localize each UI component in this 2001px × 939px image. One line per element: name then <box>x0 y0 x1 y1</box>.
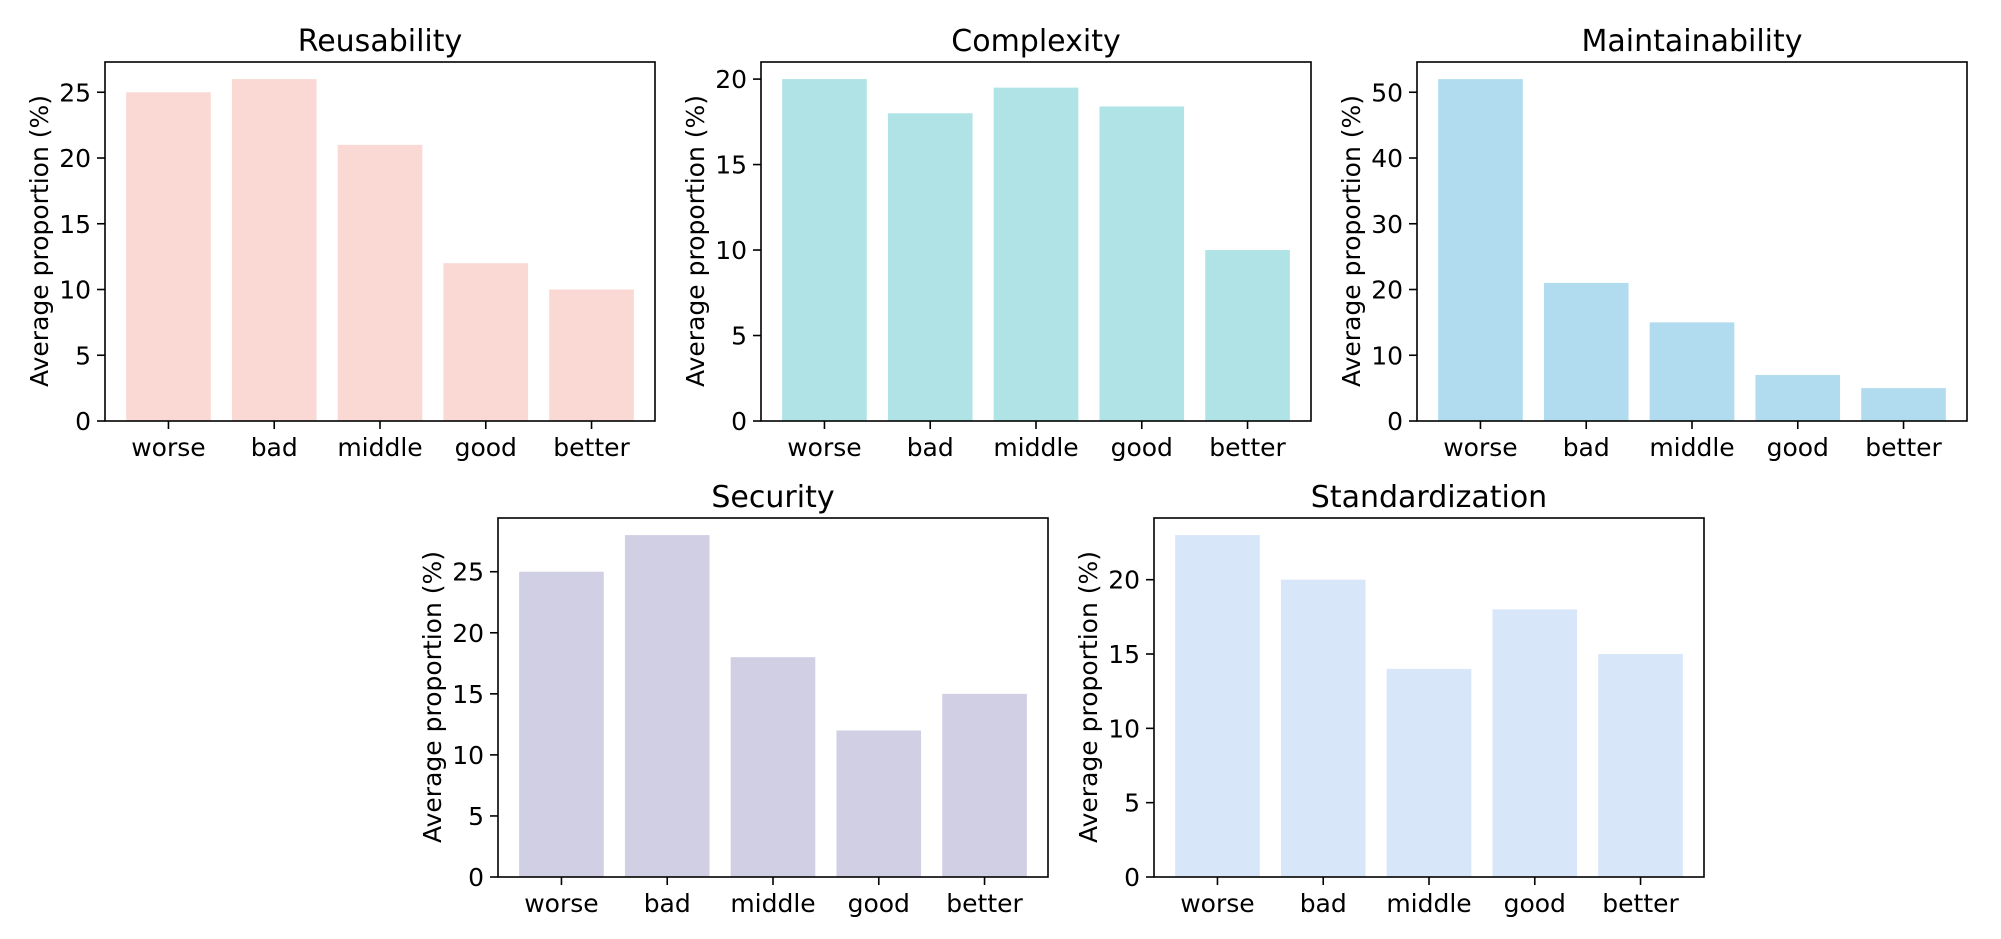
bar-worse <box>1175 535 1260 877</box>
x-tick-label-better: better <box>946 889 1023 918</box>
chart-reusability: Reusability Average proportion (%) 0 5 10 1… <box>25 24 656 462</box>
bar-bad <box>1543 282 1629 421</box>
y-tick-label: 15 <box>452 680 484 709</box>
y-tick-label: 0 <box>75 407 91 436</box>
x-tick-label-bad: bad <box>907 433 954 462</box>
x-tick-label-middle: middle <box>337 433 422 462</box>
y-tick-label: 0 <box>1387 407 1403 436</box>
bar-worse <box>126 92 211 421</box>
y-tick-label: 15 <box>59 210 91 239</box>
x-tick-label-worse: worse <box>524 889 598 918</box>
x-tick-label-good: good <box>848 889 910 918</box>
y-tick-label: 0 <box>731 407 747 436</box>
y-tick-label: 50 <box>1371 78 1403 107</box>
bar-good <box>443 263 529 421</box>
x-tick-label-middle: middle <box>1649 433 1734 462</box>
y-tick-label: 5 <box>75 341 91 370</box>
x-tick-label-good: good <box>455 433 517 462</box>
bar-good <box>1755 374 1841 421</box>
y-tick-label: 20 <box>1371 276 1403 305</box>
x-tick-label-worse: worse <box>1180 889 1254 918</box>
y-tick-label: 10 <box>59 276 91 305</box>
bar-good <box>836 730 922 877</box>
y-tick-label: 15 <box>1108 640 1140 669</box>
chart-complexity: Complexity Average proportion (%) 0 5 10 15… <box>681 24 1312 462</box>
y-tick-label: 5 <box>731 322 747 351</box>
bar-bad <box>1280 579 1366 877</box>
x-tick-label-bad: bad <box>251 433 298 462</box>
x-tick-label-good: good <box>1111 433 1173 462</box>
y-tick-label: 10 <box>1371 341 1403 370</box>
x-tick-label-good: good <box>1767 433 1829 462</box>
chart-title: Complexity <box>951 24 1120 59</box>
y-tick-label: 20 <box>59 144 91 173</box>
y-tick-label: 40 <box>1371 144 1403 173</box>
bar-worse <box>1438 79 1523 421</box>
chart-security: Security Average proportion (%) 0 5 10 15 20… <box>418 480 1049 918</box>
y-axis-label: Average proportion (%) <box>1337 95 1366 387</box>
y-axis-label: Average proportion (%) <box>1074 551 1103 843</box>
y-axis-label: Average proportion (%) <box>25 95 54 387</box>
bar-middle <box>1649 322 1735 421</box>
bar-bad <box>231 79 317 421</box>
bar-better <box>549 289 634 421</box>
bar-worse <box>782 79 867 421</box>
x-tick-label-better: better <box>1602 889 1679 918</box>
y-tick-label: 0 <box>468 863 484 892</box>
y-tick-label: 5 <box>468 802 484 831</box>
y-tick-label: 25 <box>452 558 484 587</box>
bar-better <box>1861 388 1946 421</box>
y-tick-label: 20 <box>715 65 747 94</box>
y-tick-label: 0 <box>1124 863 1140 892</box>
x-tick-label-middle: middle <box>993 433 1078 462</box>
x-tick-label-better: better <box>1209 433 1286 462</box>
x-tick-label-worse: worse <box>131 433 205 462</box>
y-axis-label: Average proportion (%) <box>681 95 710 387</box>
y-axis-label: Average proportion (%) <box>418 551 447 843</box>
chart-title: Maintainability <box>1581 24 1802 59</box>
x-tick-label-good: good <box>1504 889 1566 918</box>
x-tick-label-middle: middle <box>1386 889 1471 918</box>
bar-better <box>1598 654 1683 877</box>
x-tick-label-worse: worse <box>1443 433 1517 462</box>
x-tick-label-bad: bad <box>644 889 691 918</box>
bar-better <box>942 693 1027 877</box>
bar-middle <box>1386 668 1472 877</box>
x-tick-label-bad: bad <box>1563 433 1610 462</box>
bar-worse <box>519 571 604 877</box>
x-tick-label-middle: middle <box>730 889 815 918</box>
bar-bad <box>887 113 973 421</box>
x-tick-label-better: better <box>553 433 630 462</box>
bar-middle <box>993 87 1079 421</box>
x-tick-label-bad: bad <box>1300 889 1347 918</box>
bar-good <box>1099 106 1185 421</box>
bar-middle <box>730 657 816 877</box>
chart-maintainability: Maintainability Average proportion (%) 0… <box>1337 24 1968 462</box>
bar-bad <box>624 535 710 877</box>
y-tick-label: 20 <box>452 619 484 648</box>
chart-title: Standardization <box>1311 480 1547 515</box>
y-tick-label: 30 <box>1371 210 1403 239</box>
bar-better <box>1205 250 1290 421</box>
chart-title: Security <box>711 480 834 515</box>
y-tick-label: 5 <box>1124 789 1140 818</box>
x-tick-label-worse: worse <box>787 433 861 462</box>
y-tick-label: 10 <box>1108 714 1140 743</box>
x-tick-label-better: better <box>1865 433 1942 462</box>
bar-middle <box>337 144 423 421</box>
y-tick-label: 20 <box>1108 566 1140 595</box>
chart-title: Reusability <box>298 24 463 59</box>
y-tick-label: 25 <box>59 78 91 107</box>
y-tick-label: 10 <box>452 741 484 770</box>
y-tick-label: 10 <box>715 236 747 265</box>
y-tick-label: 15 <box>715 151 747 180</box>
chart-standardization: Standardization Average proportion (%) 0… <box>1074 480 1705 918</box>
bar-good <box>1492 609 1578 877</box>
